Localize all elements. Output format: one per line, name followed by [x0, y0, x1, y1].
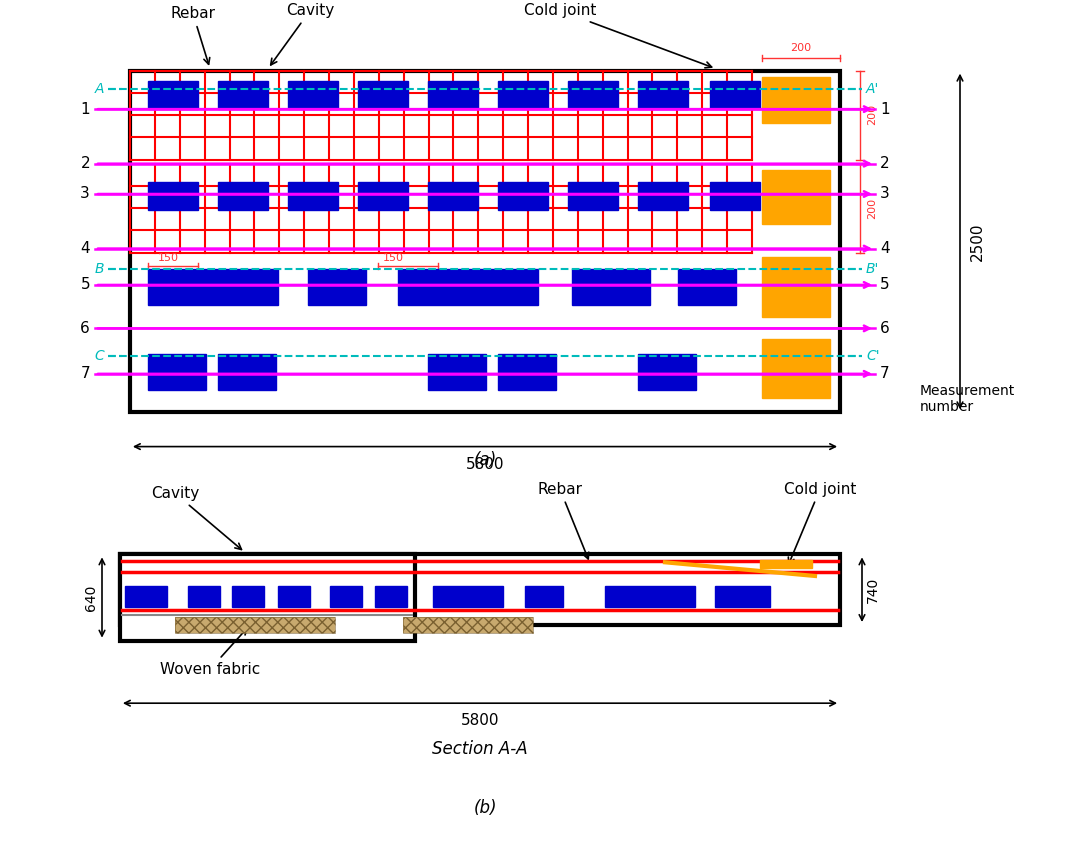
Bar — [125, 586, 167, 607]
Bar — [762, 339, 830, 398]
Text: 6: 6 — [880, 321, 890, 336]
Bar — [358, 81, 408, 109]
Text: 150: 150 — [157, 253, 179, 263]
Text: Section A-A: Section A-A — [432, 740, 528, 758]
Bar — [710, 181, 760, 210]
Text: 150: 150 — [382, 253, 403, 263]
Text: 7: 7 — [80, 366, 90, 382]
Text: A': A' — [866, 82, 880, 96]
Bar — [120, 555, 415, 640]
Bar — [308, 269, 366, 305]
Bar — [710, 81, 760, 109]
Bar — [760, 561, 812, 568]
Bar — [129, 70, 840, 412]
Text: 640: 640 — [85, 584, 98, 611]
Bar — [232, 586, 264, 607]
Bar — [148, 81, 198, 109]
Bar — [568, 81, 618, 109]
Text: 2: 2 — [80, 156, 90, 171]
Bar — [358, 181, 408, 210]
Bar — [218, 354, 276, 390]
Text: 1: 1 — [880, 102, 889, 117]
Bar — [398, 269, 538, 305]
Text: Measurement
number: Measurement number — [920, 384, 1015, 414]
Text: 200: 200 — [867, 198, 877, 219]
Text: Cavity: Cavity — [271, 3, 334, 65]
Bar — [498, 181, 548, 210]
Text: 7: 7 — [880, 366, 889, 382]
Bar — [605, 586, 696, 607]
Text: 2: 2 — [880, 156, 889, 171]
Bar — [148, 354, 207, 390]
Text: 5800: 5800 — [465, 457, 504, 471]
Bar — [638, 181, 688, 210]
Bar — [762, 77, 830, 123]
Text: 1: 1 — [80, 102, 90, 117]
Text: 200: 200 — [867, 103, 877, 125]
Text: 5800: 5800 — [461, 713, 500, 728]
Bar — [638, 81, 688, 109]
Bar — [428, 81, 478, 109]
Text: B: B — [94, 262, 104, 276]
Text: (a): (a) — [473, 451, 496, 469]
Bar — [428, 354, 486, 390]
Bar — [175, 617, 335, 633]
Bar — [678, 269, 736, 305]
Bar — [218, 81, 268, 109]
Bar — [568, 181, 618, 210]
Text: (b): (b) — [473, 799, 496, 817]
Bar — [175, 617, 335, 633]
Text: A: A — [94, 82, 104, 96]
Text: C: C — [94, 349, 104, 363]
Bar — [428, 181, 478, 210]
Text: 6: 6 — [80, 321, 90, 336]
Bar — [148, 181, 198, 210]
Bar — [148, 269, 278, 305]
Bar — [403, 617, 533, 633]
Bar — [120, 555, 840, 625]
Text: 200: 200 — [791, 42, 811, 53]
Text: Rebar: Rebar — [170, 6, 215, 64]
Bar — [188, 586, 220, 607]
Bar — [572, 269, 649, 305]
Bar — [525, 586, 563, 607]
Bar — [762, 257, 830, 317]
Text: 3: 3 — [880, 187, 890, 202]
Text: B': B' — [866, 262, 880, 276]
Text: 740: 740 — [866, 577, 880, 603]
Bar — [715, 586, 770, 607]
Bar — [288, 81, 338, 109]
Bar — [498, 354, 556, 390]
Text: 4: 4 — [880, 241, 889, 256]
Bar — [498, 81, 548, 109]
Text: 5: 5 — [80, 277, 90, 293]
Text: Woven fabric: Woven fabric — [159, 628, 260, 677]
Bar — [288, 181, 338, 210]
Bar — [218, 181, 268, 210]
Text: 4: 4 — [80, 241, 90, 256]
Bar — [638, 354, 696, 390]
Text: Cavity: Cavity — [151, 486, 242, 550]
Bar — [330, 586, 362, 607]
Text: 3: 3 — [80, 187, 90, 202]
Text: Cold joint: Cold joint — [784, 482, 856, 564]
Text: 5: 5 — [880, 277, 889, 293]
Bar — [762, 170, 830, 225]
Bar — [433, 586, 503, 607]
Text: C': C' — [866, 349, 880, 363]
Bar — [403, 617, 533, 633]
Text: Cold joint: Cold joint — [524, 3, 712, 68]
Text: Rebar: Rebar — [537, 482, 588, 559]
Bar — [374, 586, 407, 607]
Bar — [278, 586, 310, 607]
Text: 2500: 2500 — [970, 222, 985, 260]
